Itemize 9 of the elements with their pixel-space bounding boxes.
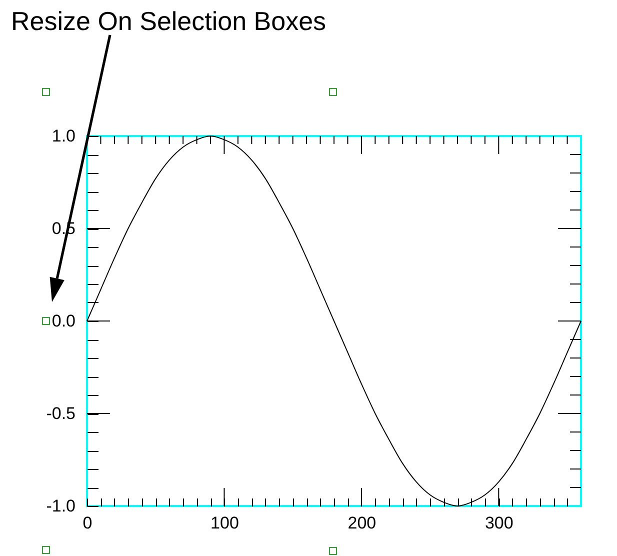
y-tick-label: 1.0	[52, 126, 76, 146]
y-tick-label: 0.0	[52, 312, 76, 330]
y-tick-label: -1.0	[46, 496, 76, 516]
x-tick-label: 200	[348, 514, 376, 532]
text: Resize On Selection Boxes	[11, 6, 326, 36]
x-tick-label: 0	[82, 514, 92, 532]
x-tick-label: 300	[484, 514, 514, 532]
y-tick-label: -0.5	[46, 404, 76, 423]
x-tick-label: 100	[210, 514, 239, 532]
